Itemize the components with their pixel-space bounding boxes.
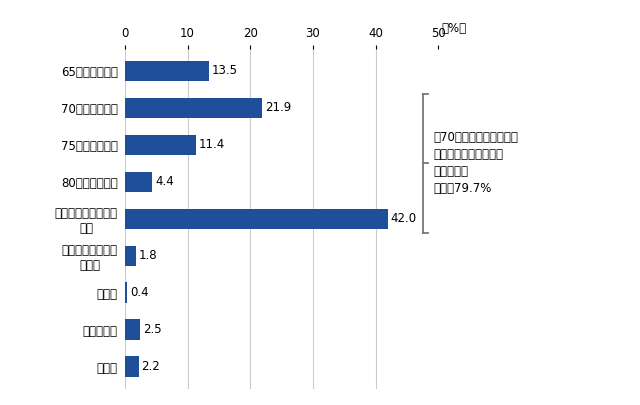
Text: 「70歳くらいまで」から
「働けるうちはいつま
でも」まで
全体の79.7%: 「70歳くらいまで」から 「働けるうちはいつま でも」まで 全体の79.7% [433, 131, 518, 195]
Bar [125, 98, 262, 118]
Bar [125, 320, 141, 340]
Text: 42.0: 42.0 [391, 212, 417, 225]
Text: 0.4: 0.4 [130, 286, 148, 299]
Bar [125, 283, 127, 303]
Text: 4.4: 4.4 [155, 175, 173, 188]
Text: 2.2: 2.2 [141, 360, 160, 373]
Text: 11.4: 11.4 [199, 138, 225, 151]
Bar [125, 172, 152, 192]
Bar [125, 61, 209, 81]
Text: 1.8: 1.8 [139, 249, 157, 262]
Bar [125, 356, 139, 377]
Text: 2.5: 2.5 [143, 323, 162, 336]
Bar [125, 134, 196, 155]
Bar [125, 209, 388, 229]
Bar [125, 245, 136, 266]
Text: 21.9: 21.9 [265, 101, 291, 114]
Text: （%）: （%） [442, 22, 467, 35]
Text: 13.5: 13.5 [212, 64, 238, 77]
